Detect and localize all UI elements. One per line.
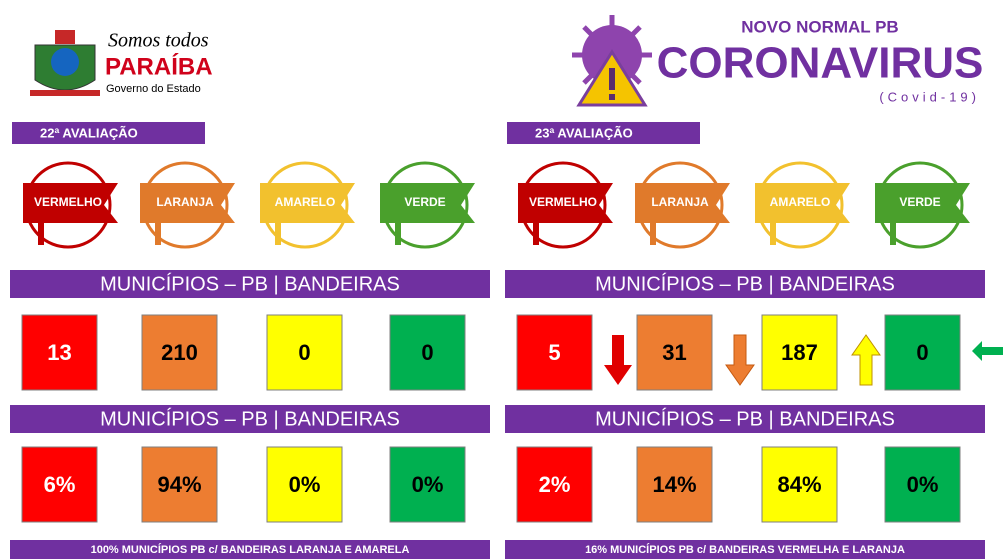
flag bbox=[380, 183, 475, 223]
footer-bar bbox=[10, 540, 490, 559]
box-value: 94% bbox=[157, 472, 201, 497]
trend-arrows bbox=[604, 334, 1003, 386]
box-value: 0 bbox=[916, 340, 928, 365]
flag-box bbox=[141, 446, 218, 523]
footer: 16% MUNICÍPIOS PB c/ BANDEIRAS VERMELHA … bbox=[585, 543, 905, 556]
flag-label: LARANJA bbox=[156, 195, 214, 209]
flag bbox=[635, 183, 730, 223]
flag bbox=[140, 183, 235, 223]
flag-box bbox=[266, 446, 343, 523]
flag-box bbox=[21, 446, 98, 523]
flag bbox=[518, 183, 613, 223]
box-value: 84% bbox=[777, 472, 821, 497]
flag-label: AMARELO bbox=[770, 195, 831, 209]
box-value: 0 bbox=[298, 340, 310, 365]
heading-bar bbox=[10, 270, 490, 298]
flag-box bbox=[266, 314, 343, 391]
box-value: 2% bbox=[539, 472, 571, 497]
heading: MUNICÍPIOS – PB | BANDEIRAS bbox=[595, 407, 895, 430]
flag bbox=[260, 183, 355, 223]
evaluation-title: 22ª AVALIAÇÃO bbox=[40, 125, 138, 140]
box-value: 187 bbox=[781, 340, 818, 365]
flag-box bbox=[389, 446, 466, 523]
flag-box bbox=[884, 314, 961, 391]
heading: MUNICÍPIOS – PB | BANDEIRAS bbox=[100, 272, 400, 295]
flag bbox=[755, 183, 850, 223]
flag-box bbox=[761, 446, 838, 523]
flag-box bbox=[21, 314, 98, 391]
box-value: 5 bbox=[548, 340, 560, 365]
flag-box bbox=[636, 314, 713, 391]
logo-tagline: Somos todos bbox=[108, 30, 209, 52]
flag bbox=[875, 183, 970, 223]
flag-box bbox=[516, 314, 593, 391]
heading: MUNICÍPIOS – PB | BANDEIRAS bbox=[595, 272, 895, 295]
flag-box bbox=[389, 314, 466, 391]
box-value: 0% bbox=[412, 472, 444, 497]
flag-label: AMARELO bbox=[275, 195, 336, 209]
logo-gov: Governo do Estado bbox=[106, 83, 201, 95]
flag-box bbox=[884, 446, 961, 523]
box-value: 14% bbox=[652, 472, 696, 497]
evaluation-tab bbox=[507, 122, 700, 144]
flag-box bbox=[636, 446, 713, 523]
heading-bar bbox=[505, 270, 985, 298]
box-value: 0% bbox=[289, 472, 321, 497]
campaign: NOVO NORMAL PB bbox=[741, 17, 898, 36]
flag-box bbox=[761, 314, 838, 391]
logo-state: PARAÍBA bbox=[105, 52, 213, 80]
footer: 100% MUNICÍPIOS PB c/ BANDEIRAS LARANJA … bbox=[91, 543, 410, 556]
heading: MUNICÍPIOS – PB | BANDEIRAS bbox=[100, 407, 400, 430]
evaluation-tab bbox=[12, 122, 205, 144]
flag-label: LARANJA bbox=[651, 195, 709, 209]
flag-label: VERMELHO bbox=[529, 195, 597, 209]
box-value: 210 bbox=[161, 340, 198, 365]
flag-box bbox=[516, 446, 593, 523]
flag-label: VERMELHO bbox=[34, 195, 102, 209]
footer-bar bbox=[505, 540, 985, 559]
box-value: 0% bbox=[907, 472, 939, 497]
flag-label: VERDE bbox=[404, 195, 445, 209]
subtitle: (Covid-19) bbox=[879, 89, 980, 104]
heading-bar bbox=[505, 405, 985, 433]
evaluation-title: 23ª AVALIAÇÃO bbox=[535, 125, 633, 140]
box-value: 13 bbox=[47, 340, 71, 365]
box-value: 31 bbox=[662, 340, 686, 365]
state-logo bbox=[30, 30, 100, 96]
flag-box bbox=[141, 314, 218, 391]
box-value: 6% bbox=[44, 472, 76, 497]
heading-bar bbox=[10, 405, 490, 433]
box-value: 0 bbox=[421, 340, 433, 365]
flag bbox=[23, 183, 118, 223]
flag-label: VERDE bbox=[899, 195, 940, 209]
title: CORONAVIRUS bbox=[657, 39, 984, 88]
virus-icon bbox=[572, 15, 652, 107]
